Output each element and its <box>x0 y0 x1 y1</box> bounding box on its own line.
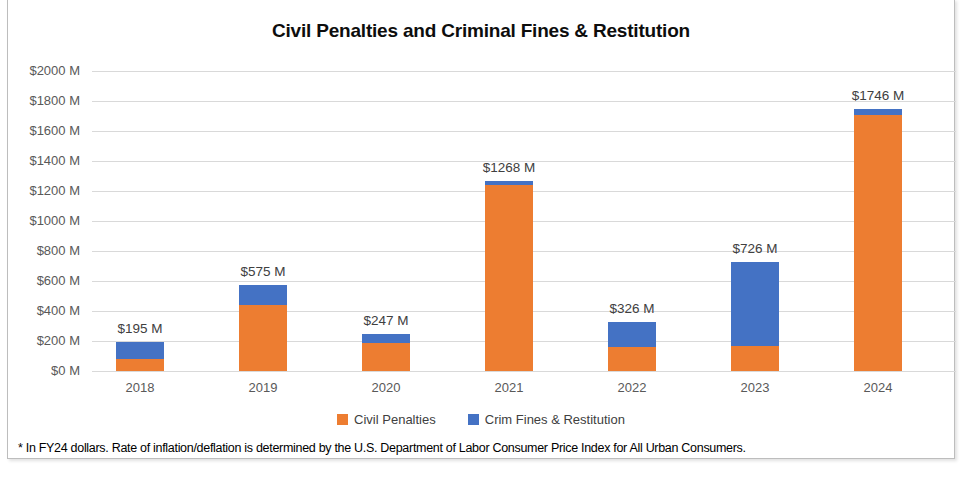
x-tick-label: 2020 <box>346 380 426 396</box>
legend-item-crim-fines-restitution: Crim Fines & Restitution <box>468 412 625 427</box>
screenshot-canvas: Civil Penalties and Criminal Fines & Res… <box>0 0 960 490</box>
x-axis: 2018 2019 2020 2021 2022 2023 2024 <box>8 0 954 458</box>
x-tick-label: 2022 <box>592 380 672 396</box>
x-tick-label: 2019 <box>223 380 303 396</box>
chart-container: Civil Penalties and Criminal Fines & Res… <box>7 0 955 459</box>
legend-label: Civil Penalties <box>354 412 436 427</box>
chart-legend: Civil Penalties Crim Fines & Restitution <box>8 412 954 427</box>
legend-swatch-icon <box>337 414 348 425</box>
x-tick-label: 2024 <box>838 380 918 396</box>
legend-swatch-icon <box>468 414 479 425</box>
legend-label: Crim Fines & Restitution <box>485 412 625 427</box>
x-tick-label: 2023 <box>715 380 795 396</box>
footnote-text: * In FY24 dollars. Rate of inflation/def… <box>18 441 938 455</box>
legend-item-civil-penalties: Civil Penalties <box>337 412 436 427</box>
x-tick-label: 2021 <box>469 380 549 396</box>
x-tick-label: 2018 <box>100 380 180 396</box>
